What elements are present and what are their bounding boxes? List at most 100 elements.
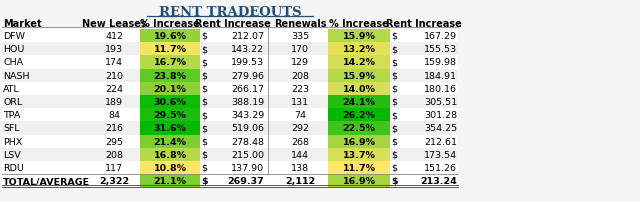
Text: 199.53: 199.53 (231, 58, 264, 67)
Text: 144: 144 (291, 150, 309, 159)
Text: 412: 412 (105, 32, 123, 41)
Text: $: $ (391, 124, 397, 133)
Text: $: $ (201, 111, 207, 120)
Text: $: $ (391, 111, 397, 120)
Text: 10.8%: 10.8% (154, 163, 186, 172)
Bar (2, 174, 458, 187)
Text: $: $ (391, 84, 397, 93)
Bar (2, 122, 458, 135)
Bar (328, 174, 390, 187)
Text: 74: 74 (294, 111, 306, 120)
Text: 159.98: 159.98 (424, 58, 457, 67)
Text: DFW: DFW (3, 32, 25, 41)
Text: $: $ (201, 58, 207, 67)
Bar (2, 161, 458, 174)
Text: 519.06: 519.06 (231, 124, 264, 133)
Text: 335: 335 (291, 32, 309, 41)
Bar (328, 43, 390, 56)
Text: 16.7%: 16.7% (154, 58, 186, 67)
Bar (328, 96, 390, 109)
Bar (328, 56, 390, 69)
Bar (140, 161, 200, 174)
Text: 29.5%: 29.5% (154, 111, 186, 120)
Text: $: $ (201, 137, 207, 146)
Text: 137.90: 137.90 (231, 163, 264, 172)
Text: 15.9%: 15.9% (342, 32, 376, 41)
Bar (140, 135, 200, 148)
Text: 212.61: 212.61 (424, 137, 457, 146)
Bar (328, 122, 390, 135)
Text: 184.91: 184.91 (424, 71, 457, 80)
Text: 16.9%: 16.9% (342, 137, 376, 146)
Text: $: $ (201, 45, 207, 54)
Text: Rent Increase: Rent Increase (386, 19, 462, 29)
Text: 268: 268 (291, 137, 309, 146)
Text: 295: 295 (105, 137, 123, 146)
Text: 20.1%: 20.1% (154, 84, 186, 93)
Text: $: $ (201, 98, 207, 106)
Text: 269.37: 269.37 (227, 176, 264, 185)
Text: 129: 129 (291, 58, 309, 67)
Text: TPA: TPA (3, 111, 20, 120)
Text: HOU: HOU (3, 45, 24, 54)
Text: ATL: ATL (3, 84, 20, 93)
Bar (140, 174, 200, 187)
Text: $: $ (201, 32, 207, 41)
Text: CHA: CHA (3, 58, 23, 67)
Text: $: $ (201, 84, 207, 93)
Bar (2, 135, 458, 148)
Text: 30.6%: 30.6% (154, 98, 186, 106)
Text: 11.7%: 11.7% (342, 163, 376, 172)
Text: Rent Increase: Rent Increase (195, 19, 270, 29)
Text: 22.5%: 22.5% (342, 124, 376, 133)
Text: Renewals: Renewals (274, 19, 326, 29)
Bar (328, 109, 390, 122)
Text: PHX: PHX (3, 137, 22, 146)
Text: 208: 208 (291, 71, 309, 80)
Bar (140, 30, 200, 43)
Text: 180.16: 180.16 (424, 84, 457, 93)
Text: $: $ (391, 176, 397, 185)
Text: RENT TRADEOUTS: RENT TRADEOUTS (159, 6, 301, 19)
Bar (140, 109, 200, 122)
Bar (2, 56, 458, 69)
Bar (328, 69, 390, 82)
Text: $: $ (391, 45, 397, 54)
Text: 16.8%: 16.8% (154, 150, 187, 159)
Bar (2, 69, 458, 82)
Text: 13.2%: 13.2% (342, 45, 376, 54)
Text: 15.9%: 15.9% (342, 71, 376, 80)
Bar (2, 82, 458, 96)
Text: 155.53: 155.53 (424, 45, 457, 54)
Text: 167.29: 167.29 (424, 32, 457, 41)
Text: $: $ (201, 71, 207, 80)
Text: 24.1%: 24.1% (342, 98, 376, 106)
Text: 279.96: 279.96 (231, 71, 264, 80)
Text: 223: 223 (291, 84, 309, 93)
Text: 131: 131 (291, 98, 309, 106)
Text: 213.24: 213.24 (420, 176, 457, 185)
Text: 21.1%: 21.1% (154, 176, 186, 185)
Text: LSV: LSV (3, 150, 20, 159)
Text: 215.00: 215.00 (231, 150, 264, 159)
Text: 305.51: 305.51 (424, 98, 457, 106)
Bar (140, 148, 200, 161)
Bar (2, 96, 458, 109)
Text: 343.29: 343.29 (231, 111, 264, 120)
Text: $: $ (391, 71, 397, 80)
Text: RDU: RDU (3, 163, 24, 172)
Text: 151.26: 151.26 (424, 163, 457, 172)
Bar (328, 148, 390, 161)
Text: 189: 189 (105, 98, 123, 106)
Bar (140, 122, 200, 135)
Text: 14.0%: 14.0% (342, 84, 376, 93)
Text: 13.7%: 13.7% (342, 150, 376, 159)
Text: 2,322: 2,322 (99, 176, 129, 185)
Bar (140, 82, 200, 96)
Text: 210: 210 (105, 71, 123, 80)
Text: 16.9%: 16.9% (342, 176, 376, 185)
Text: 117: 117 (105, 163, 123, 172)
Bar (140, 69, 200, 82)
Bar (140, 96, 200, 109)
Text: 212.07: 212.07 (231, 32, 264, 41)
